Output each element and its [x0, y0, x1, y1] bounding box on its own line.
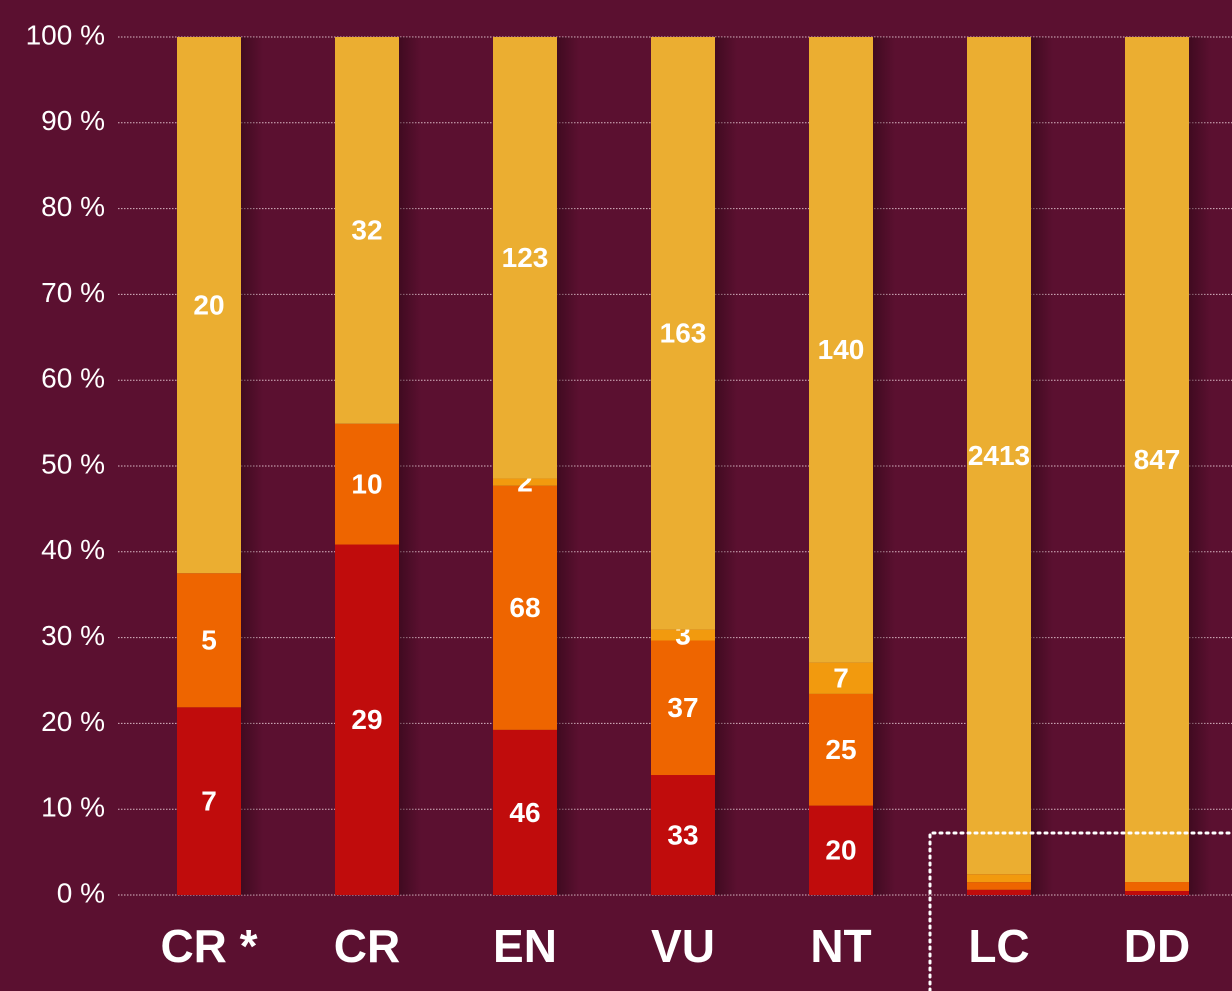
y-tick-label: 80 % — [41, 191, 105, 222]
value-label: 7 — [201, 786, 217, 817]
y-tick-label: 10 % — [41, 792, 105, 823]
bar-segment — [967, 889, 1031, 895]
x-tick-label: CR * — [160, 920, 257, 972]
bar-segment — [809, 37, 873, 663]
bar-shadow — [557, 37, 579, 895]
y-tick-label: 0 % — [57, 877, 105, 908]
bar-shadow — [399, 37, 421, 895]
bar-segment — [809, 662, 873, 694]
y-tick-label: 60 % — [41, 363, 105, 394]
y-tick-label: 50 % — [41, 448, 105, 479]
bar-segment — [651, 640, 715, 776]
bar-segment — [335, 544, 399, 895]
value-label: 2413 — [968, 440, 1030, 471]
bar-segment — [493, 729, 557, 895]
bar-segment — [1125, 882, 1189, 892]
value-label: 7 — [833, 663, 849, 694]
value-label: 140 — [818, 334, 865, 365]
bar-segment — [493, 37, 557, 479]
bar-segment — [967, 874, 1031, 883]
bar-shadow — [1189, 37, 1211, 895]
value-label: 37 — [667, 692, 698, 723]
bar-segment — [651, 37, 715, 630]
y-tick-label: 40 % — [41, 534, 105, 565]
bar-segment — [177, 707, 241, 895]
y-tick-label: 20 % — [41, 706, 105, 737]
y-tick-label: 70 % — [41, 277, 105, 308]
value-label: 68 — [509, 592, 540, 623]
x-tick-label: CR — [334, 920, 400, 972]
bar-segment — [967, 37, 1031, 875]
x-tick-label: VU — [651, 920, 715, 972]
value-label: 123 — [502, 242, 549, 273]
x-tick-label: DD — [1124, 920, 1190, 972]
bar-segment — [651, 775, 715, 895]
bar-segment — [809, 693, 873, 806]
bar-segment — [335, 423, 399, 545]
x-tick-label: NT — [810, 920, 871, 972]
value-label: 10 — [351, 469, 382, 500]
y-tick-label: 90 % — [41, 105, 105, 136]
bar-segment — [1125, 891, 1189, 895]
x-tick-label: EN — [493, 920, 557, 972]
bar-segment — [335, 37, 399, 424]
value-label: 5 — [201, 625, 217, 656]
value-label: 32 — [351, 215, 382, 246]
bar-shadow — [873, 37, 895, 895]
value-label: 20 — [825, 835, 856, 866]
value-label: 46 — [509, 797, 540, 828]
value-label: 163 — [660, 318, 707, 349]
value-label: 33 — [667, 819, 698, 850]
bar-segment — [1125, 37, 1189, 883]
y-tick-label: 100 % — [26, 19, 105, 50]
bar-shadow — [241, 37, 263, 895]
bar-shadow — [1031, 37, 1053, 895]
y-tick-label: 30 % — [41, 620, 105, 651]
x-tick-label: LC — [968, 920, 1029, 972]
bar-segment — [493, 485, 557, 730]
bar-segment — [493, 478, 557, 486]
bar-segment — [651, 629, 715, 641]
value-label: 25 — [825, 734, 856, 765]
bar-segment — [177, 37, 241, 574]
bar-shadow — [715, 37, 737, 895]
separator — [928, 831, 1232, 991]
value-label: 29 — [351, 704, 382, 735]
bar-segment — [177, 573, 241, 708]
value-label: 20 — [193, 290, 224, 321]
bar-segment — [967, 882, 1031, 890]
bar-segment — [809, 805, 873, 895]
value-label: 847 — [1134, 444, 1181, 475]
